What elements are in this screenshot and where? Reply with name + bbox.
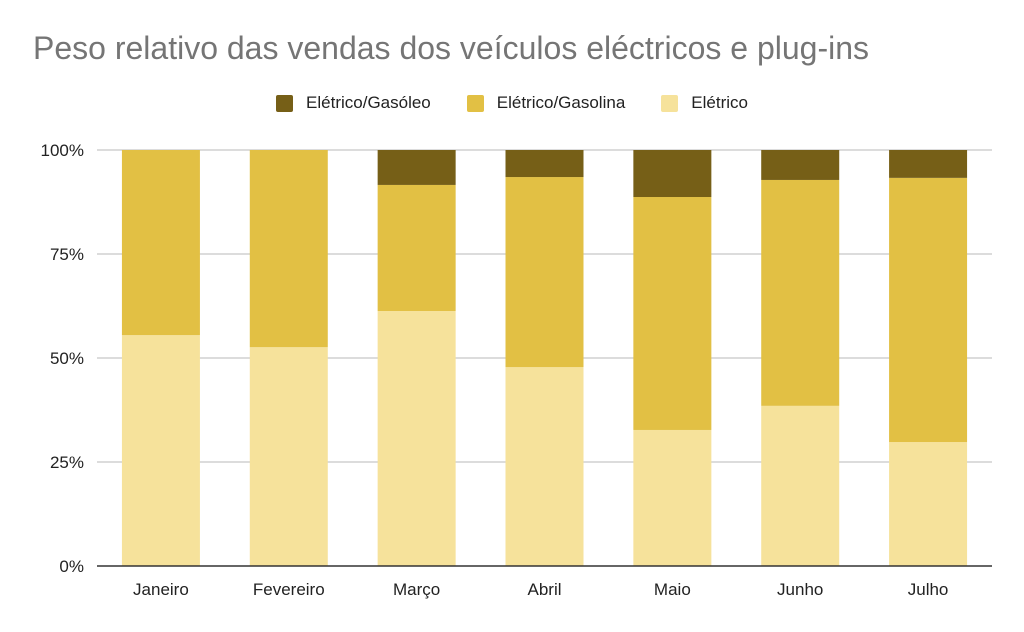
x-tick-label: Março xyxy=(393,580,440,599)
x-tick-label: Julho xyxy=(908,580,949,599)
bar-segment-el-trico xyxy=(377,310,456,566)
y-tick-label: 25% xyxy=(50,453,84,472)
bar-segment-el-trico-gasolina xyxy=(761,179,840,406)
chart-title: Peso relativo das vendas dos veículos el… xyxy=(33,30,869,66)
legend: Elétrico/Gasóleo Elétrico/Gasolina Elétr… xyxy=(0,93,1024,113)
bar-segment-el-trico-gas-leo xyxy=(761,150,840,180)
x-tick-label: Abril xyxy=(527,580,561,599)
legend-label: Elétrico/Gasolina xyxy=(496,93,626,112)
bar-segment-el-trico-gasolina xyxy=(633,197,712,430)
bar-segment-el-trico-gasolina xyxy=(121,150,200,336)
bar-segment-el-trico-gasolina xyxy=(377,184,456,311)
bar-segment-el-trico xyxy=(889,442,968,566)
x-tick-label: Fevereiro xyxy=(253,580,325,599)
legend-item-eletrico-gasoleo: Elétrico/Gasóleo xyxy=(276,93,431,113)
bar-segment-el-trico-gasolina xyxy=(249,150,328,348)
bar-segment-el-trico-gasolina xyxy=(505,177,584,368)
y-tick-label: 50% xyxy=(50,349,84,368)
bar-segment-el-trico-gasolina xyxy=(889,177,968,443)
bar-segment-el-trico-gas-leo xyxy=(505,150,584,178)
legend-item-eletrico-gasolina: Elétrico/Gasolina xyxy=(466,93,626,113)
legend-swatch-eletrico xyxy=(661,94,679,112)
legend-item-eletrico: Elétrico xyxy=(661,93,748,113)
legend-swatch-eletrico-gasoleo xyxy=(276,94,294,112)
bar-segment-el-trico-gas-leo xyxy=(889,150,968,178)
bar-segment-el-trico xyxy=(121,335,200,566)
y-tick-label: 100% xyxy=(41,141,84,160)
bar-segment-el-trico xyxy=(761,405,840,566)
bar-segment-el-trico xyxy=(249,347,328,566)
legend-label: Elétrico xyxy=(691,93,748,112)
legend-label: Elétrico/Gasóleo xyxy=(306,93,431,112)
y-tick-label: 0% xyxy=(59,557,84,576)
x-tick-label: Maio xyxy=(654,580,691,599)
x-tick-label: Junho xyxy=(777,580,823,599)
legend-swatch-eletrico-gasolina xyxy=(466,94,484,112)
x-tick-label: Janeiro xyxy=(133,580,189,599)
bar-segment-el-trico-gas-leo xyxy=(377,150,456,185)
bar-segment-el-trico-gas-leo xyxy=(633,150,712,198)
bar-segment-el-trico xyxy=(505,367,584,566)
bar-segment-el-trico xyxy=(633,429,712,566)
y-tick-label: 75% xyxy=(50,245,84,264)
